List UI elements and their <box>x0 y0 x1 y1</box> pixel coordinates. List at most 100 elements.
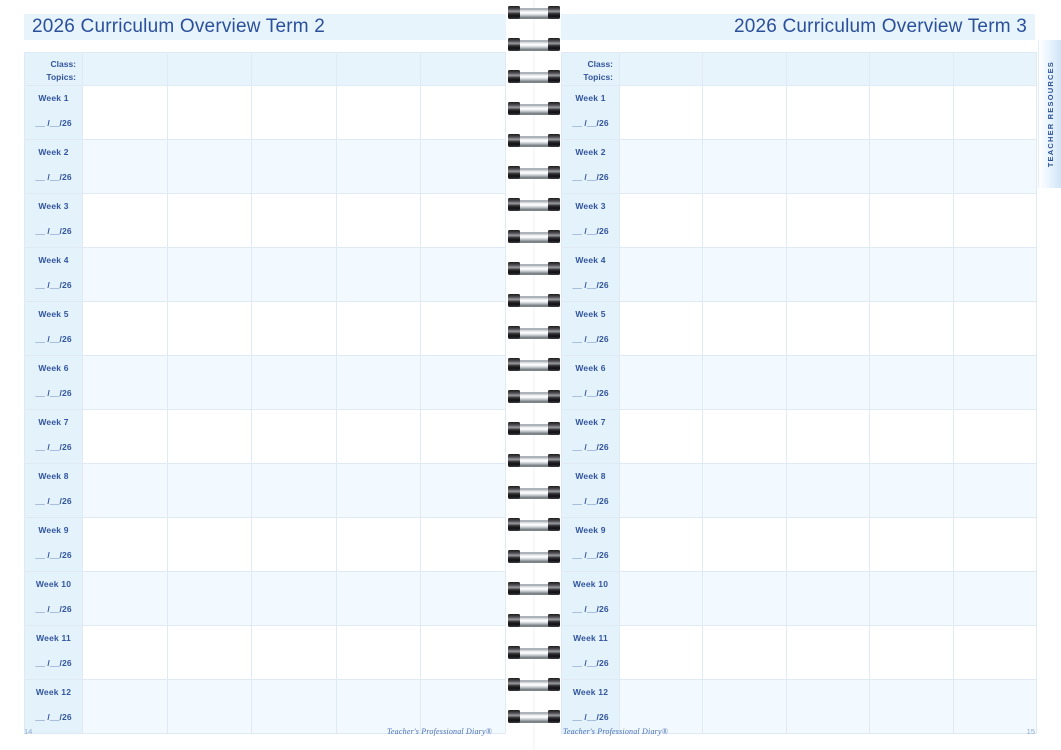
week-date-field[interactable]: __ /__/26 <box>572 172 609 183</box>
entry-cell[interactable] <box>82 301 168 356</box>
week-date-field[interactable]: __ /__/26 <box>572 712 609 723</box>
entry-cell[interactable] <box>618 85 704 140</box>
week-date-field[interactable]: __ /__/26 <box>35 496 72 507</box>
entry-cell[interactable] <box>702 139 787 194</box>
entry-cell[interactable] <box>251 679 337 734</box>
entry-cell[interactable] <box>952 85 1038 140</box>
entry-cell[interactable] <box>618 679 704 734</box>
week-date-field[interactable]: __ /__/26 <box>35 334 72 345</box>
entry-cell[interactable] <box>335 625 422 680</box>
entry-cell[interactable] <box>869 301 954 356</box>
entry-cell[interactable] <box>251 463 337 518</box>
entry-cell[interactable] <box>251 193 337 248</box>
week-date-field[interactable]: __ /__/26 <box>35 442 72 453</box>
entry-cell[interactable] <box>82 625 168 680</box>
week-date-field[interactable]: __ /__/26 <box>35 388 72 399</box>
entry-cell[interactable] <box>869 679 954 734</box>
entry-cell[interactable] <box>702 463 787 518</box>
entry-cell[interactable] <box>952 679 1038 734</box>
entry-cell[interactable] <box>702 571 787 626</box>
entry-cell[interactable] <box>166 193 253 248</box>
entry-cell[interactable] <box>618 463 704 518</box>
entry-cell[interactable] <box>869 355 954 410</box>
header-class-cell-4[interactable] <box>335 52 422 86</box>
entry-cell[interactable] <box>166 679 253 734</box>
entry-cell[interactable] <box>82 247 168 302</box>
entry-cell[interactable] <box>785 679 871 734</box>
entry-cell[interactable] <box>166 625 253 680</box>
entry-cell[interactable] <box>618 625 704 680</box>
entry-cell[interactable] <box>335 517 422 572</box>
entry-cell[interactable] <box>869 409 954 464</box>
entry-cell[interactable] <box>952 301 1038 356</box>
entry-cell[interactable] <box>618 571 704 626</box>
entry-cell[interactable] <box>335 679 422 734</box>
entry-cell[interactable] <box>618 247 704 302</box>
entry-cell[interactable] <box>251 301 337 356</box>
entry-cell[interactable] <box>335 85 422 140</box>
entry-cell[interactable] <box>82 85 168 140</box>
entry-cell[interactable] <box>618 355 704 410</box>
week-date-field[interactable]: __ /__/26 <box>572 442 609 453</box>
entry-cell[interactable] <box>702 355 787 410</box>
entry-cell[interactable] <box>420 571 506 626</box>
entry-cell[interactable] <box>166 463 253 518</box>
entry-cell[interactable] <box>420 625 506 680</box>
entry-cell[interactable] <box>335 301 422 356</box>
entry-cell[interactable] <box>785 463 871 518</box>
entry-cell[interactable] <box>251 571 337 626</box>
entry-cell[interactable] <box>618 517 704 572</box>
entry-cell[interactable] <box>335 409 422 464</box>
entry-cell[interactable] <box>420 193 506 248</box>
entry-cell[interactable] <box>251 409 337 464</box>
entry-cell[interactable] <box>702 409 787 464</box>
header-class-cell-3[interactable] <box>251 52 337 86</box>
entry-cell[interactable] <box>166 247 253 302</box>
header-class-cell-5[interactable] <box>952 52 1038 86</box>
entry-cell[interactable] <box>335 247 422 302</box>
entry-cell[interactable] <box>420 85 506 140</box>
entry-cell[interactable] <box>869 247 954 302</box>
entry-cell[interactable] <box>420 679 506 734</box>
entry-cell[interactable] <box>335 571 422 626</box>
entry-cell[interactable] <box>952 463 1038 518</box>
week-date-field[interactable]: __ /__/26 <box>35 118 72 129</box>
entry-cell[interactable] <box>702 301 787 356</box>
entry-cell[interactable] <box>869 139 954 194</box>
entry-cell[interactable] <box>785 625 871 680</box>
entry-cell[interactable] <box>82 679 168 734</box>
entry-cell[interactable] <box>166 571 253 626</box>
header-class-cell-4[interactable] <box>869 52 954 86</box>
entry-cell[interactable] <box>952 517 1038 572</box>
entry-cell[interactable] <box>952 247 1038 302</box>
week-date-field[interactable]: __ /__/26 <box>35 604 72 615</box>
entry-cell[interactable] <box>82 517 168 572</box>
entry-cell[interactable] <box>251 517 337 572</box>
entry-cell[interactable] <box>869 193 954 248</box>
entry-cell[interactable] <box>82 193 168 248</box>
entry-cell[interactable] <box>952 409 1038 464</box>
entry-cell[interactable] <box>702 193 787 248</box>
entry-cell[interactable] <box>952 355 1038 410</box>
entry-cell[interactable] <box>952 193 1038 248</box>
entry-cell[interactable] <box>618 193 704 248</box>
entry-cell[interactable] <box>420 247 506 302</box>
entry-cell[interactable] <box>82 355 168 410</box>
header-class-cell-1[interactable] <box>82 52 168 86</box>
entry-cell[interactable] <box>420 139 506 194</box>
header-class-cell-2[interactable] <box>166 52 253 86</box>
entry-cell[interactable] <box>785 193 871 248</box>
week-date-field[interactable]: __ /__/26 <box>572 658 609 669</box>
entry-cell[interactable] <box>251 85 337 140</box>
entry-cell[interactable] <box>166 139 253 194</box>
entry-cell[interactable] <box>251 355 337 410</box>
week-date-field[interactable]: __ /__/26 <box>572 334 609 345</box>
entry-cell[interactable] <box>952 571 1038 626</box>
entry-cell[interactable] <box>785 247 871 302</box>
entry-cell[interactable] <box>166 355 253 410</box>
entry-cell[interactable] <box>869 517 954 572</box>
entry-cell[interactable] <box>785 355 871 410</box>
entry-cell[interactable] <box>952 139 1038 194</box>
entry-cell[interactable] <box>618 409 704 464</box>
entry-cell[interactable] <box>785 409 871 464</box>
